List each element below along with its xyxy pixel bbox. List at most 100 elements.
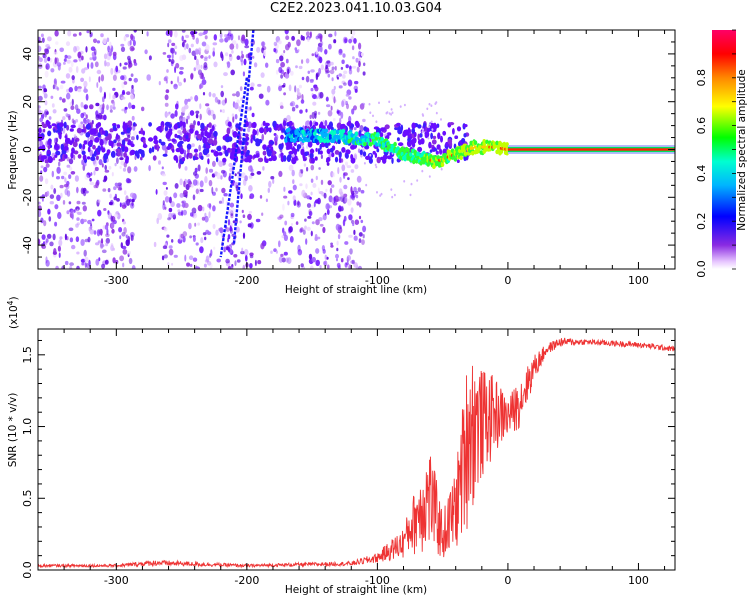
spectrogram-band-dot <box>108 139 112 146</box>
spectrogram-band-dot <box>188 152 193 159</box>
spectrogram-dot <box>56 176 60 180</box>
spectrogram-dot <box>213 61 218 68</box>
spectrogram-band-dot <box>229 149 232 153</box>
spectrogram-dot <box>190 96 193 100</box>
spectrogram-ridge-dot <box>331 138 336 143</box>
spectrogram-dot <box>115 65 119 73</box>
spectrogram-dot <box>241 209 244 214</box>
spectrogram-dot <box>128 147 132 152</box>
spectrogram-dot <box>227 219 231 226</box>
spectrogram-dot <box>315 73 319 81</box>
spectrogram-dot <box>188 222 192 230</box>
spectrogram-dot <box>292 179 295 185</box>
spectrogram-dot <box>164 206 167 210</box>
spectrogram-dot <box>122 167 127 172</box>
spectrogram-dot <box>309 265 314 269</box>
spectrogram-dot <box>73 46 77 53</box>
spectrogram-dot <box>170 80 173 85</box>
spectrogram-band-dot <box>407 127 411 134</box>
spectrogram-dot <box>94 166 99 172</box>
spectrogram-dot <box>62 127 66 134</box>
spectrogram-dot <box>66 92 71 100</box>
spectrogram-dot <box>208 211 211 219</box>
spectrogram-dot <box>112 74 117 81</box>
spectrogram-dot <box>235 43 239 50</box>
spectrogram-dot <box>106 104 109 111</box>
spectrogram-dot <box>162 52 167 55</box>
spectrogram-dot <box>240 59 244 66</box>
spectrogram-dot <box>188 47 192 54</box>
spectrogram-dot <box>385 132 388 136</box>
spectrogram-band-dot <box>90 156 96 162</box>
spectrogram-dot <box>329 187 333 194</box>
spectrogram-dot <box>440 167 443 171</box>
spectrogram-dot <box>327 180 332 186</box>
spectrogram-dot <box>258 93 264 99</box>
spectrogram-dot <box>129 192 135 198</box>
spectrogram-band-dot <box>121 146 125 152</box>
spectrogram-dot <box>181 35 184 42</box>
spectrogram-dot <box>62 200 66 205</box>
spectrogram-band-dot <box>89 128 95 135</box>
spectrogram-band-dot <box>53 128 56 133</box>
spectrogram-dot <box>190 149 195 154</box>
spectrogram-dot <box>167 217 172 221</box>
spectrogram-dot <box>278 170 283 177</box>
spectrogram-dot <box>119 202 122 208</box>
spectrogram-band-dot <box>257 157 264 163</box>
spectrogram-dot <box>356 175 362 183</box>
spectrogram-dot <box>319 35 323 43</box>
spectrogram-dot <box>179 178 183 186</box>
spectrogram-dot <box>203 30 208 35</box>
spectrogram-dot <box>256 128 259 136</box>
spectrogram-dot <box>75 223 79 228</box>
spectrogram-dot <box>248 185 253 192</box>
spectrogram-band-dot <box>121 139 126 146</box>
spectrogram-band-dot <box>286 145 291 150</box>
spectrogram-band-dot <box>76 127 82 134</box>
spectrogram-band-dot <box>57 126 62 134</box>
spectrogram-ridge-dot <box>318 138 323 143</box>
spectrogram-dot <box>231 113 235 118</box>
spectrogram-band-dot <box>173 155 178 161</box>
spectrogram-dot <box>322 249 326 254</box>
spectrogram-dot <box>184 166 188 171</box>
spectrogram-band-dot <box>215 156 219 163</box>
spectrogram-dot <box>249 255 254 259</box>
spectrogram-ridge-dot <box>291 129 296 134</box>
spectrogram-dot <box>185 34 190 39</box>
spectrogram-dot <box>76 108 81 114</box>
spectrogram-dot <box>49 201 54 205</box>
spectrogram-dot <box>427 125 430 129</box>
spectrogram-dot <box>193 67 196 72</box>
spectrogram-dot <box>358 215 362 220</box>
spectrogram-band-dot <box>449 122 455 126</box>
spectrogram-dot <box>326 162 330 166</box>
spectrogram-dot <box>306 226 311 231</box>
spectrogram-dot <box>358 238 362 244</box>
spectrogram-dot <box>203 263 207 268</box>
spectrogram-dot <box>325 188 328 193</box>
spectrogram-dot <box>113 196 117 201</box>
spectrogram-dot <box>280 253 284 257</box>
spectrogram-band-dot <box>317 148 321 155</box>
spectrogram-ridge-dot <box>330 129 334 135</box>
spectrogram-dot <box>64 233 67 241</box>
spectrogram-dot <box>53 78 57 84</box>
spectrogram-dot <box>235 226 240 233</box>
spectrogram-dot <box>361 239 365 246</box>
spectrogram-dot <box>235 184 239 192</box>
spectrogram-dot <box>252 55 255 59</box>
spectrogram-dot <box>182 116 186 123</box>
spectrogram-dot <box>83 85 87 92</box>
spectrogram-dot <box>280 61 285 68</box>
spectrogram-dot <box>228 162 233 168</box>
spectrogram-dot <box>50 184 54 190</box>
spectrogram-dot <box>110 67 114 75</box>
spectrogram-dot <box>334 30 337 37</box>
spectrogram-dot <box>197 164 201 172</box>
spectrogram-dot <box>351 45 355 51</box>
spectrogram-dot <box>77 88 82 93</box>
spectrogram-dot <box>331 77 334 82</box>
x-tick-label: 0 <box>504 274 511 287</box>
